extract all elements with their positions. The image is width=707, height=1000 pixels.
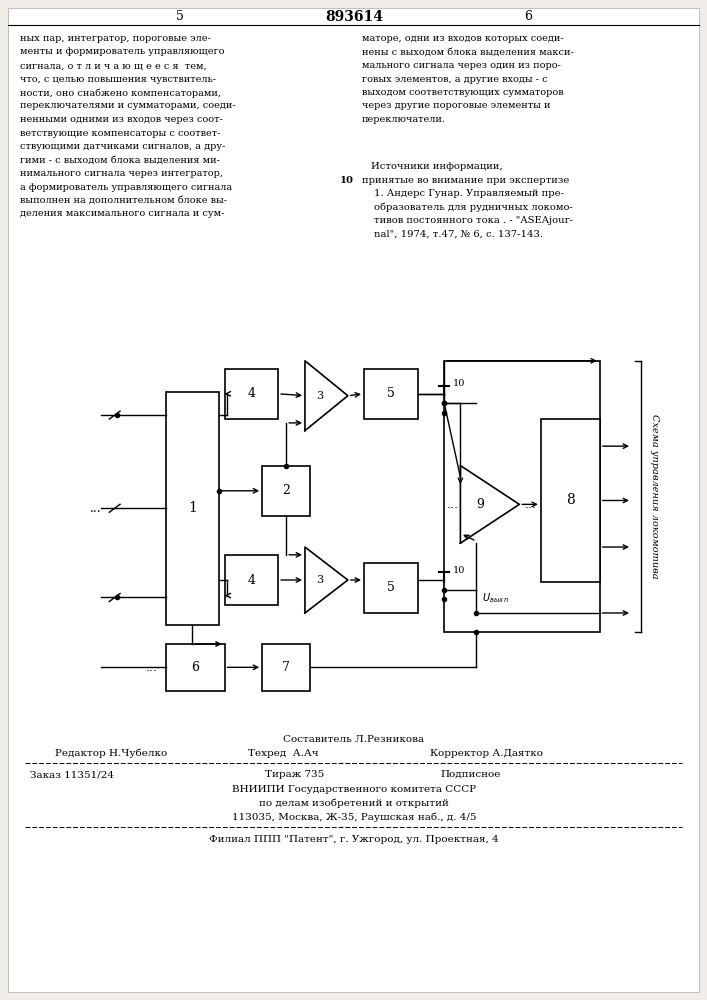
Text: 893614: 893614 bbox=[325, 10, 383, 24]
Text: деления максимального сигнала и сум-: деления максимального сигнала и сум- bbox=[20, 210, 224, 219]
Text: 1: 1 bbox=[188, 501, 197, 515]
Text: 7: 7 bbox=[282, 661, 290, 674]
Text: что, с целью повышения чувствитель-: что, с целью повышения чувствитель- bbox=[20, 75, 216, 84]
Text: выполнен на дополнительном блоке вы-: выполнен на дополнительном блоке вы- bbox=[20, 196, 227, 205]
Text: 5: 5 bbox=[176, 10, 184, 23]
Text: говых элементов, а другие входы - с: говых элементов, а другие входы - с bbox=[362, 75, 548, 84]
Text: 10: 10 bbox=[452, 379, 464, 388]
Bar bbox=[541, 419, 600, 582]
Text: переключателями и сумматорами, соеди-: переключателями и сумматорами, соеди- bbox=[20, 102, 235, 110]
Text: $U_{вых\,n}$: $U_{вых\,n}$ bbox=[482, 591, 509, 605]
Bar bbox=[262, 644, 310, 691]
Text: принятые во внимание при экспертизе: принятые во внимание при экспертизе bbox=[362, 176, 569, 185]
Polygon shape bbox=[305, 547, 348, 613]
Text: ности, оно снабжено компенсаторами,: ности, оно снабжено компенсаторами, bbox=[20, 88, 221, 98]
Text: Тираж 735: Тираж 735 bbox=[265, 770, 325, 779]
Text: тивов постоянного тока . - "ASEAjour-: тивов постоянного тока . - "ASEAjour- bbox=[374, 216, 573, 225]
Text: 10: 10 bbox=[340, 176, 354, 185]
Text: 113035, Москва, Ж-35, Раушская наб., д. 4/5: 113035, Москва, Ж-35, Раушская наб., д. … bbox=[232, 813, 477, 822]
Text: сигнала, о т л и ч а ю щ е е с я  тем,: сигнала, о т л и ч а ю щ е е с я тем, bbox=[20, 61, 206, 70]
Text: образователь для рудничных локомо-: образователь для рудничных локомо- bbox=[374, 203, 573, 212]
Text: маторе, одни из входов которых соеди-: маторе, одни из входов которых соеди- bbox=[362, 34, 563, 43]
Bar bbox=[165, 644, 225, 691]
Text: 5: 5 bbox=[387, 387, 395, 400]
Text: Подписное: Подписное bbox=[440, 770, 501, 779]
Text: 3: 3 bbox=[316, 391, 323, 401]
Polygon shape bbox=[305, 361, 348, 431]
Text: ...: ... bbox=[447, 498, 459, 511]
Bar bbox=[165, 392, 219, 625]
Text: 8: 8 bbox=[566, 493, 575, 507]
Text: ненными одними из входов через соот-: ненными одними из входов через соот- bbox=[20, 115, 223, 124]
Bar bbox=[262, 466, 310, 516]
Text: 4: 4 bbox=[247, 387, 255, 400]
Text: ...: ... bbox=[146, 661, 158, 674]
Polygon shape bbox=[460, 466, 520, 543]
Text: ствующими датчиками сигналов, а дру-: ствующими датчиками сигналов, а дру- bbox=[20, 142, 226, 151]
Text: Филиал ППП "Патент", г. Ужгород, ул. Проектная, 4: Филиал ППП "Патент", г. Ужгород, ул. Про… bbox=[209, 835, 499, 844]
Text: ...: ... bbox=[525, 498, 537, 511]
Text: нены с выходом блока выделения макси-: нены с выходом блока выделения макси- bbox=[362, 47, 574, 56]
Text: ...: ... bbox=[90, 502, 101, 515]
Text: Редактор Н.Чубелко: Редактор Н.Чубелко bbox=[55, 749, 168, 758]
Text: гими - с выходом блока выделения ми-: гими - с выходом блока выделения ми- bbox=[20, 155, 220, 164]
Text: 4: 4 bbox=[247, 574, 255, 587]
Text: нимального сигнала через интегратор,: нимального сигнала через интегратор, bbox=[20, 169, 223, 178]
Text: 3: 3 bbox=[316, 575, 323, 585]
Text: 2: 2 bbox=[282, 484, 290, 497]
Text: Техред  А.Ач: Техред А.Ач bbox=[248, 749, 319, 758]
Text: менты и формирователь управляющего: менты и формирователь управляющего bbox=[20, 47, 225, 56]
Text: 1. Андерс Гунар. Управляемый пре-: 1. Андерс Гунар. Управляемый пре- bbox=[374, 189, 564, 198]
Text: мального сигнала через один из поро-: мального сигнала через один из поро- bbox=[362, 61, 561, 70]
Bar bbox=[225, 369, 278, 419]
Bar bbox=[444, 361, 600, 632]
Text: Корректор А.Даятко: Корректор А.Даятко bbox=[430, 749, 543, 758]
Text: выходом соответствующих сумматоров: выходом соответствующих сумматоров bbox=[362, 88, 563, 97]
Text: а формирователь управляющего сигнала: а формирователь управляющего сигнала bbox=[20, 182, 232, 192]
Bar bbox=[225, 555, 278, 605]
Bar bbox=[364, 563, 418, 613]
Text: ных пар, интегратор, пороговые эле-: ных пар, интегратор, пороговые эле- bbox=[20, 34, 211, 43]
Text: ВНИИПИ Государственного комитета СССР: ВНИИПИ Государственного комитета СССР bbox=[232, 785, 476, 794]
Text: переключатели.: переключатели. bbox=[362, 115, 446, 124]
Text: 5: 5 bbox=[387, 581, 395, 594]
Text: 9: 9 bbox=[476, 498, 484, 511]
Text: Заказ 11351/24: Заказ 11351/24 bbox=[30, 770, 114, 779]
Text: Схема управления локомотива: Схема управления локомотива bbox=[650, 414, 659, 579]
Text: 6: 6 bbox=[191, 661, 199, 674]
Bar bbox=[364, 369, 418, 419]
Text: nal", 1974, т.47, № 6, с. 137-143.: nal", 1974, т.47, № 6, с. 137-143. bbox=[374, 230, 543, 239]
Text: Составитель Л.Резникова: Составитель Л.Резникова bbox=[284, 735, 425, 744]
Text: Источники информации,: Источники информации, bbox=[371, 162, 503, 171]
Text: 10: 10 bbox=[452, 566, 464, 575]
Text: ветствующие компенсаторы с соответ-: ветствующие компенсаторы с соответ- bbox=[20, 128, 221, 137]
Text: через другие пороговые элементы и: через другие пороговые элементы и bbox=[362, 102, 551, 110]
Text: 6: 6 bbox=[524, 10, 532, 23]
Text: по делам изобретений и открытий: по делам изобретений и открытий bbox=[259, 799, 449, 808]
